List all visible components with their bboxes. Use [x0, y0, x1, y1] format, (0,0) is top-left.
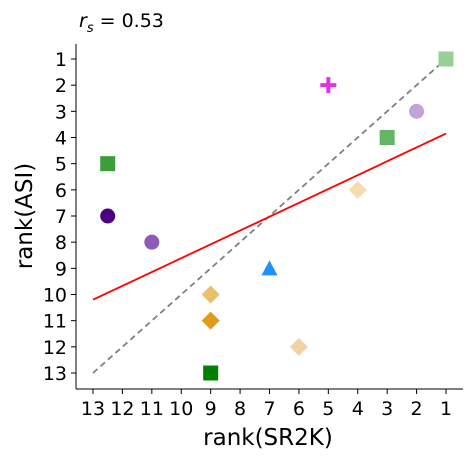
data-point-diamond — [201, 285, 220, 304]
chart-title: rs = 0.53 — [79, 10, 164, 36]
x-tick-label: 13 — [81, 398, 105, 420]
data-point-circle — [100, 208, 116, 224]
y-axis-title: rank(ASI) — [12, 163, 38, 270]
y-tick-label: 4 — [55, 128, 67, 150]
x-tick-label: 2 — [411, 398, 423, 420]
y-tick-label: 2 — [55, 75, 67, 97]
data-point-diamond — [201, 311, 220, 330]
data-point-diamond — [289, 337, 308, 356]
data-point-plus — [320, 77, 337, 94]
plot-area — [75, 44, 463, 390]
data-point-square — [379, 130, 395, 145]
data-point-circle — [144, 234, 160, 250]
data-point-square — [203, 365, 219, 381]
y-tick-label: 7 — [55, 206, 67, 228]
x-tick-label: 8 — [234, 398, 246, 420]
data-point-diamond — [348, 180, 367, 199]
x-tick-label: 10 — [169, 398, 193, 420]
x-tick-label: 11 — [140, 398, 164, 420]
y-tick-label: 3 — [55, 101, 67, 123]
y-tick-label: 9 — [55, 258, 67, 280]
x-tick-label: 9 — [205, 398, 217, 420]
x-tick-label: 7 — [263, 398, 275, 420]
y-tick-label: 8 — [55, 232, 67, 254]
y-tick-label: 1 — [55, 49, 67, 71]
y-tick-label: 13 — [43, 363, 67, 385]
data-point-circle — [409, 103, 425, 119]
x-tick-label: 6 — [293, 398, 305, 420]
x-axis-ticks: 13 12 11 10 9 8 7 6 5 4 3 2 1 — [81, 389, 452, 420]
regression-line — [92, 132, 447, 301]
y-tick-label: 5 — [55, 154, 67, 176]
identity-line — [92, 58, 447, 374]
x-tick-label: 3 — [381, 398, 393, 420]
x-tick-label: 12 — [110, 398, 134, 420]
x-axis-title: rank(SR2K) — [203, 425, 333, 451]
x-tick-label: 5 — [322, 398, 334, 420]
x-tick-label: 1 — [440, 398, 452, 420]
y-tick-label: 10 — [43, 285, 67, 307]
y-tick-label: 11 — [43, 311, 67, 333]
data-point-square — [100, 156, 116, 172]
y-tick-label: 12 — [43, 337, 67, 359]
y-tick-label: 6 — [55, 180, 67, 202]
x-tick-label: 4 — [352, 398, 364, 420]
data-point-triangle — [261, 260, 278, 276]
data-point-square — [438, 51, 454, 67]
